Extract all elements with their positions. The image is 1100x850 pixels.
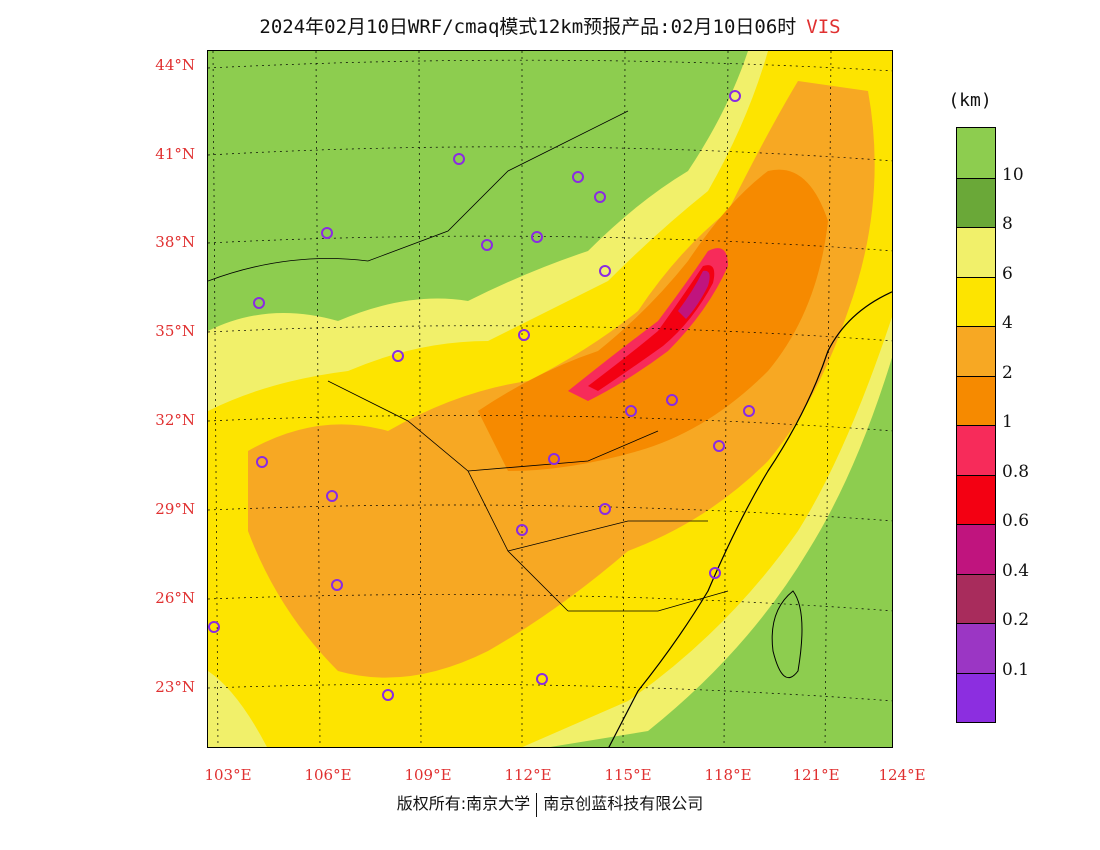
colorbar-level-label: 1: [1002, 412, 1013, 432]
station-marker: [729, 90, 741, 102]
station-marker: [599, 503, 611, 515]
station-marker: [599, 265, 611, 277]
colorbar-level-label: 2: [1002, 362, 1013, 383]
colorbar-segment: [957, 177, 995, 227]
station-marker: [518, 329, 530, 341]
colorbar-segment: [957, 375, 995, 425]
colorbar-level-label: 10: [1002, 164, 1024, 185]
footer-right: 南京创蓝科技有限公司: [543, 794, 704, 813]
title-variable: VIS: [806, 16, 841, 38]
colorbar-level-label: 0.6: [1002, 511, 1030, 531]
station-marker: [326, 490, 338, 502]
lat-label: 35°N: [155, 322, 195, 340]
colorbar-segment: [957, 573, 995, 623]
colorbar-level-label: 0.1: [1002, 659, 1030, 680]
vis-band-0.8km: [568, 248, 728, 401]
lon-label: 112°E: [504, 766, 552, 784]
colorbar-segment: [957, 672, 995, 722]
lat-label: 26°N: [155, 589, 195, 607]
lon-label: 106°E: [304, 766, 352, 784]
coastline: [608, 291, 892, 747]
station-marker: [531, 231, 543, 243]
footer-left: 版权所有:南京大学: [396, 794, 531, 813]
colorbar-level-label: 8: [1002, 214, 1013, 234]
lon-label: 115°E: [604, 766, 652, 784]
vis-band-1km: [478, 169, 828, 472]
copyright-footer: 版权所有:南京大学 南京创蓝科技有限公司: [0, 790, 1100, 817]
station-marker: [594, 191, 606, 203]
map-title: 2024年02月10日WRF/cmaq模式12km预报产品:02月10日06时 V…: [0, 12, 1100, 39]
graticule: [208, 51, 892, 747]
colorbar-unit-label: (km): [948, 90, 992, 111]
taiwan-outline: [771, 590, 803, 679]
station-marker: [516, 524, 528, 536]
station-marker: [453, 153, 465, 165]
colorbar-segment: [957, 227, 995, 277]
colorbar-segment: [957, 425, 995, 475]
station-marker: [713, 440, 725, 452]
station-marker: [625, 405, 637, 417]
visibility-map: [208, 51, 892, 747]
colorbar-level-label: 6: [1002, 263, 1013, 284]
lat-label: 41°N: [155, 145, 195, 163]
vis-band-0.6km: [588, 265, 715, 391]
colorbar-segment: [957, 474, 995, 524]
colorbar-level-label: 0.2: [1002, 610, 1030, 630]
lon-label: 121°E: [792, 766, 840, 784]
station-marker: [536, 673, 548, 685]
colorbar-level-label: 4: [1002, 313, 1013, 333]
colorbar-segment: [957, 623, 995, 673]
station-marker: [392, 350, 404, 362]
colorbar-level-label: 0.4: [1002, 560, 1030, 581]
province-borders: [208, 110, 729, 612]
station-marker: [481, 239, 493, 251]
map-panel: [207, 50, 893, 748]
station-marker: [572, 171, 584, 183]
footer-separator: [536, 792, 538, 817]
station-marker: [331, 579, 343, 591]
lon-label: 109°E: [404, 766, 452, 784]
lon-label: 124°E: [878, 766, 926, 784]
station-marker: [548, 453, 560, 465]
colorbar-segment: [957, 128, 995, 178]
colorbar-segment: [957, 276, 995, 326]
colorbar: [956, 127, 996, 723]
lat-label: 23°N: [155, 678, 195, 696]
station-marker: [253, 297, 265, 309]
lat-label: 29°N: [155, 500, 195, 518]
station-marker: [382, 689, 394, 701]
lat-label: 44°N: [155, 56, 195, 74]
station-marker: [256, 456, 268, 468]
lon-label: 118°E: [704, 766, 752, 784]
station-marker: [208, 621, 220, 633]
station-marker: [666, 394, 678, 406]
station-marker: [709, 567, 721, 579]
lat-label: 32°N: [155, 411, 195, 429]
vis-band-0.4km: [678, 270, 710, 319]
colorbar-segment: [957, 326, 995, 376]
station-marker: [743, 405, 755, 417]
lat-label: 38°N: [155, 233, 195, 251]
station-markers: [208, 90, 755, 701]
station-marker: [321, 227, 333, 239]
colorbar-segment: [957, 524, 995, 574]
title-text: 2024年02月10日WRF/cmaq模式12km预报产品:02月10日06时: [259, 16, 797, 38]
colorbar-level-label: 0.8: [1002, 461, 1030, 482]
lon-label: 103°E: [204, 766, 252, 784]
